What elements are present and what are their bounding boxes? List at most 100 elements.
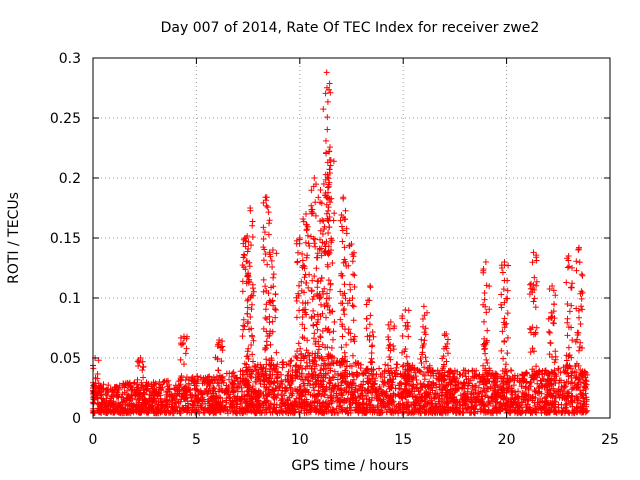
data-point [138, 379, 145, 386]
data-point [324, 344, 331, 351]
data-point [216, 386, 223, 393]
data-point [204, 390, 210, 397]
data-point [493, 381, 500, 388]
data-point [385, 362, 391, 369]
data-point [364, 386, 371, 393]
data-point [515, 404, 522, 411]
data-point [439, 386, 446, 393]
data-point [294, 403, 301, 410]
data-point [511, 407, 518, 414]
data-point [315, 374, 322, 381]
data-point [556, 379, 562, 386]
data-point [166, 385, 173, 392]
data-point [266, 384, 273, 390]
data-point [339, 333, 346, 340]
data-point [552, 393, 559, 400]
data-point [327, 199, 334, 206]
data-point [363, 400, 370, 407]
data-point [582, 383, 589, 390]
data-point [311, 273, 318, 280]
data-point [298, 376, 305, 383]
data-point [360, 378, 367, 385]
data-point [451, 377, 458, 384]
data-point [402, 375, 409, 382]
data-point [549, 392, 556, 399]
data-point [343, 363, 350, 370]
data-point [439, 395, 446, 402]
data-point [568, 284, 575, 291]
data-point [577, 390, 584, 397]
data-point [392, 408, 399, 415]
data-point [343, 397, 350, 404]
data-point [266, 368, 273, 375]
data-point [264, 204, 271, 211]
data-point [298, 370, 305, 377]
data-point [459, 372, 466, 379]
data-point [351, 272, 358, 279]
data-point [323, 314, 329, 321]
data-point [426, 378, 433, 385]
data-point [375, 410, 382, 416]
data-point [273, 375, 280, 382]
data-point [440, 376, 447, 383]
data-point [337, 316, 344, 323]
data-point [211, 409, 218, 416]
data-point [404, 410, 411, 417]
data-point [420, 316, 426, 322]
data-point [330, 394, 337, 400]
data-point [302, 365, 309, 372]
data-point [181, 361, 187, 368]
data-point [326, 295, 333, 301]
data-point [192, 387, 199, 393]
data-point [469, 373, 476, 380]
data-point [482, 341, 489, 348]
data-point [377, 386, 384, 393]
data-point [134, 392, 140, 399]
data-point [403, 406, 410, 413]
data-point [118, 406, 125, 413]
data-point [239, 278, 246, 285]
data-point [140, 404, 147, 411]
data-point [409, 393, 416, 400]
data-point [337, 217, 344, 224]
data-point [340, 194, 347, 201]
data-point [531, 295, 538, 302]
data-point [418, 393, 425, 400]
data-point [349, 258, 356, 265]
data-point [317, 187, 324, 193]
data-point [576, 407, 582, 414]
data-point [140, 364, 146, 371]
data-point [254, 402, 261, 409]
data-point [536, 404, 543, 410]
data-point [257, 361, 264, 368]
data-point [385, 379, 392, 385]
data-point [296, 408, 302, 415]
data-point [578, 295, 585, 302]
data-point [286, 382, 293, 389]
data-point [303, 280, 310, 286]
data-point [394, 361, 401, 368]
data-point [322, 90, 329, 97]
data-point [367, 384, 374, 391]
data-point [308, 233, 314, 240]
data-point [268, 355, 275, 362]
data-point [325, 404, 332, 411]
data-point [310, 183, 317, 190]
data-point [294, 355, 301, 362]
data-point [350, 317, 357, 324]
data-point [491, 387, 498, 394]
data-point [323, 210, 330, 217]
data-point [240, 326, 247, 333]
data-point [139, 367, 146, 374]
data-point [303, 409, 310, 416]
data-point [569, 384, 576, 391]
data-point [320, 378, 327, 385]
data-point [480, 375, 487, 382]
data-point [267, 341, 274, 348]
data-point [105, 405, 112, 412]
y-axis-label: ROTI / TECUs [6, 192, 22, 284]
data-point [579, 272, 586, 279]
data-point [327, 89, 334, 96]
data-point [172, 399, 179, 406]
data-point [517, 378, 524, 385]
